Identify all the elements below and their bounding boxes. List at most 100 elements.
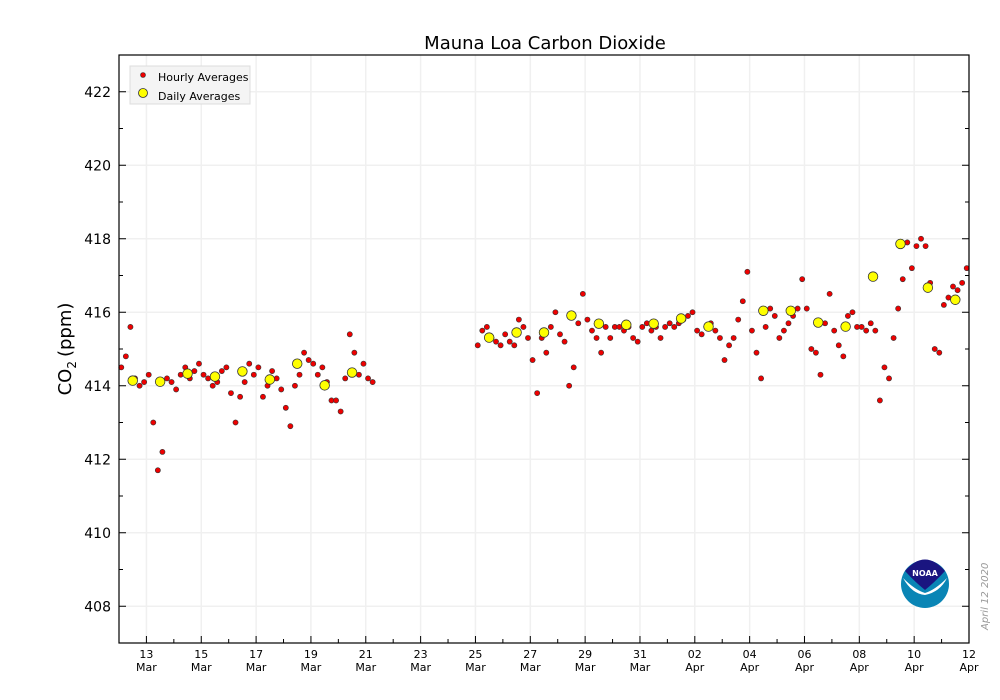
hourly-point [657, 335, 664, 341]
x-tick-month: Mar [630, 661, 651, 674]
hourly-point [758, 375, 764, 382]
hourly-point [698, 331, 705, 338]
hourly-point [607, 335, 614, 341]
daily-point [264, 374, 276, 385]
hourly-point [209, 382, 216, 389]
chart-title: Mauna Loa Carbon Dioxide [424, 33, 666, 54]
daily-point [538, 327, 550, 338]
plot-frame [118, 54, 970, 644]
hourly-point [776, 335, 783, 341]
hourly-point [314, 371, 321, 378]
daily-point [292, 358, 303, 369]
hourly-point [639, 324, 646, 330]
hourly-point [168, 379, 175, 385]
hourly-point [735, 316, 742, 323]
hourly-point [662, 324, 669, 330]
hourly-point [228, 390, 234, 396]
daily-point [812, 317, 824, 328]
daily-point [237, 366, 248, 377]
hourly-point [831, 327, 838, 334]
hourly-point [159, 448, 166, 455]
hourly-point [689, 309, 696, 316]
y-tick-label: 414 [84, 379, 111, 395]
daily-point [895, 238, 906, 250]
hourly-point [950, 283, 956, 290]
hourly-point [589, 327, 595, 334]
x-tick-month: Mar [465, 661, 486, 674]
hourly-point [781, 327, 787, 334]
x-tick-month: Mar [575, 661, 596, 674]
hourly-point [908, 265, 915, 272]
y-axis-label: CO2(ppm) [55, 303, 79, 396]
hourly-point [333, 397, 339, 404]
hourly-point [762, 324, 769, 330]
y-tick-label: 418 [84, 232, 111, 248]
hourly-point [835, 342, 842, 349]
hourly-point [493, 338, 499, 345]
x-tick-day: 06 [797, 648, 811, 661]
hourly-point [269, 368, 275, 374]
hourly-point [150, 419, 157, 426]
hourly-point [817, 371, 824, 378]
hourly-point [506, 338, 513, 345]
hourly-point [899, 276, 906, 283]
daily-point [483, 332, 495, 343]
daily-point [511, 327, 522, 338]
hourly-point [127, 324, 134, 330]
hourly-point [895, 305, 902, 312]
daily-point [621, 319, 632, 330]
hourly-point [717, 335, 723, 341]
hourly-point [154, 467, 161, 474]
hourly-point [292, 382, 298, 389]
hourly-point [534, 390, 541, 396]
hourly-point [136, 382, 143, 389]
daily-point [182, 368, 193, 379]
x-tick-day: 31 [633, 648, 647, 661]
hourly-point [141, 379, 148, 385]
hourly-point [876, 397, 883, 404]
daily-point [703, 321, 714, 332]
hourly-point [858, 324, 865, 330]
hourly-point [749, 327, 755, 334]
y-tick-label: 416 [84, 305, 111, 321]
hourly-point [575, 320, 582, 327]
hourly-point [753, 349, 760, 356]
x-tick-day: 21 [359, 648, 373, 661]
daily-point [346, 367, 358, 378]
hourly-point [241, 379, 248, 385]
x-tick-day: 25 [468, 648, 482, 661]
hourly-point [694, 327, 700, 334]
hourly-point [940, 301, 947, 308]
x-tick-month: Mar [191, 661, 212, 674]
hourly-point [844, 313, 851, 319]
hourly-point [497, 342, 504, 349]
hourly-point [310, 360, 317, 367]
daily-point [209, 371, 221, 382]
hourly-point [886, 375, 892, 382]
legend-daily-marker [138, 88, 148, 98]
hourly-point [351, 349, 358, 356]
daily-point [758, 305, 769, 316]
hourly-point [502, 331, 509, 338]
grid [119, 55, 970, 643]
daily-point [154, 376, 166, 387]
hourly-point [671, 324, 678, 330]
daily-point [319, 380, 330, 391]
hourly-point [511, 342, 518, 349]
hourly-point [936, 349, 943, 356]
hourly-point [200, 371, 207, 378]
hourly-point [360, 360, 367, 367]
daily-point [950, 294, 961, 305]
legend-hourly-marker [140, 72, 146, 78]
y-tick-label: 410 [84, 526, 111, 542]
hourly-point [840, 353, 847, 360]
noaa-logo: NOAA [901, 559, 949, 608]
hourly-point [602, 324, 609, 330]
hourly-point [173, 386, 180, 393]
hourly-point [730, 335, 737, 341]
x-tick-day: 12 [962, 648, 976, 661]
hourly-point [918, 235, 924, 242]
hourly-point [726, 342, 732, 349]
hourly-point [584, 316, 591, 323]
hourly-point [931, 346, 938, 352]
